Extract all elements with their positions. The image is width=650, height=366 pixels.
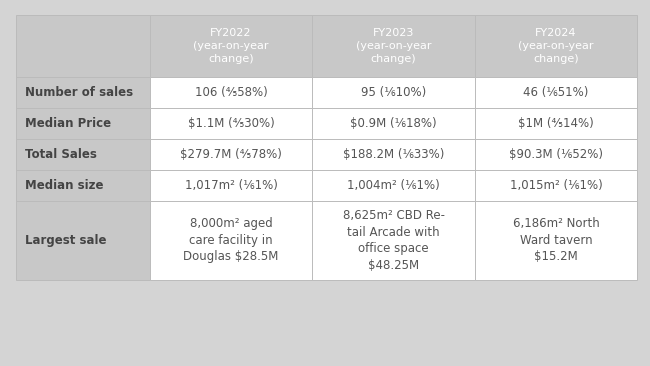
Text: 8,000m² aged
care facility in
Douglas $28.5M: 8,000m² aged care facility in Douglas $2… bbox=[183, 217, 279, 264]
Bar bbox=[475, 170, 637, 201]
Bar bbox=[475, 77, 637, 108]
Text: Total Sales: Total Sales bbox=[25, 148, 97, 161]
Bar bbox=[150, 170, 313, 201]
Text: Median Price: Median Price bbox=[25, 117, 110, 130]
Bar bbox=[313, 201, 475, 280]
Bar bbox=[150, 108, 313, 139]
Bar bbox=[313, 77, 475, 108]
Bar bbox=[475, 201, 637, 280]
Bar bbox=[150, 139, 313, 170]
Bar bbox=[313, 15, 475, 77]
Bar bbox=[16, 201, 150, 280]
Text: 1,015m² (⅙1%): 1,015m² (⅙1%) bbox=[510, 179, 603, 192]
Bar bbox=[475, 15, 637, 77]
Bar bbox=[313, 108, 475, 139]
Bar bbox=[475, 139, 637, 170]
Text: $188.2M (⅙33%): $188.2M (⅙33%) bbox=[343, 148, 445, 161]
Text: 95 (⅙10%): 95 (⅙10%) bbox=[361, 86, 426, 99]
Text: FY2024
(year-on-year
change): FY2024 (year-on-year change) bbox=[518, 28, 593, 64]
Bar bbox=[313, 170, 475, 201]
Text: $90.3M (⅙52%): $90.3M (⅙52%) bbox=[509, 148, 603, 161]
Text: FY2022
(year-on-year
change): FY2022 (year-on-year change) bbox=[193, 28, 269, 64]
Text: Median size: Median size bbox=[25, 179, 103, 192]
Text: Largest sale: Largest sale bbox=[25, 234, 106, 247]
Text: 8,625m² CBD Re-
tail Arcade with
office space
$48.25M: 8,625m² CBD Re- tail Arcade with office … bbox=[343, 209, 445, 272]
Text: $0.9M (⅙18%): $0.9M (⅙18%) bbox=[350, 117, 437, 130]
Bar bbox=[475, 108, 637, 139]
Text: $279.7M (⅘78%): $279.7M (⅘78%) bbox=[180, 148, 282, 161]
Text: 46 (⅙51%): 46 (⅙51%) bbox=[523, 86, 589, 99]
Text: FY2023
(year-on-year
change): FY2023 (year-on-year change) bbox=[356, 28, 432, 64]
Bar bbox=[150, 201, 313, 280]
Bar bbox=[16, 108, 150, 139]
Bar bbox=[150, 77, 313, 108]
Bar bbox=[16, 170, 150, 201]
Text: 1,017m² (⅙1%): 1,017m² (⅙1%) bbox=[185, 179, 278, 192]
Text: $1M (⅘14%): $1M (⅘14%) bbox=[518, 117, 594, 130]
Bar bbox=[16, 15, 150, 77]
Text: 6,186m² North
Ward tavern
$15.2M: 6,186m² North Ward tavern $15.2M bbox=[513, 217, 599, 264]
Bar bbox=[150, 15, 313, 77]
Bar bbox=[313, 139, 475, 170]
Text: Number of sales: Number of sales bbox=[25, 86, 133, 99]
Text: $1.1M (⅘30%): $1.1M (⅘30%) bbox=[188, 117, 274, 130]
Bar bbox=[16, 77, 150, 108]
Bar bbox=[16, 139, 150, 170]
Text: 106 (⅘58%): 106 (⅘58%) bbox=[194, 86, 267, 99]
Text: 1,004m² (⅙1%): 1,004m² (⅙1%) bbox=[347, 179, 440, 192]
